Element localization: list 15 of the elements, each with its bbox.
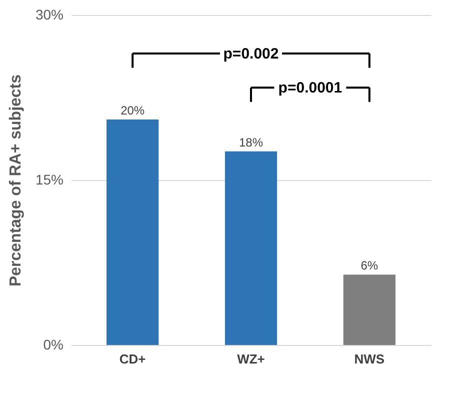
x-tick-label: WZ+	[237, 352, 266, 366]
annotation: p=0.0001	[278, 80, 342, 97]
x-tick-label: CD+	[119, 352, 146, 366]
y-tick-label: 15%	[35, 172, 64, 188]
bar	[224, 151, 278, 345]
y-tick-label: 30%	[35, 6, 64, 22]
bar	[106, 120, 159, 345]
data-label: 18%	[238, 135, 264, 150]
y-tick-label: 0%	[43, 336, 64, 352]
bar	[343, 274, 396, 345]
data-label: 20%	[120, 104, 145, 118]
annotation: p=0.002	[223, 46, 279, 62]
data-label: 6%	[360, 258, 378, 273]
y-axis-title: Percentage of RA+ subjects	[7, 74, 24, 287]
x-tick-label: NWS	[354, 352, 385, 366]
